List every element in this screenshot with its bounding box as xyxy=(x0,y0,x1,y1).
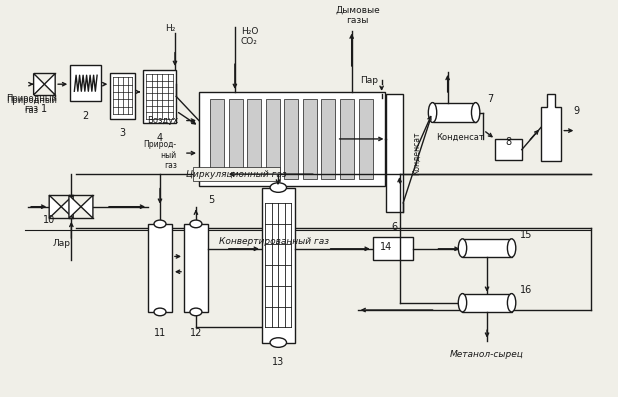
Ellipse shape xyxy=(472,102,480,122)
Text: 16: 16 xyxy=(520,285,533,295)
Bar xyxy=(358,99,373,179)
Ellipse shape xyxy=(270,338,287,347)
Text: 5: 5 xyxy=(208,195,214,205)
Polygon shape xyxy=(81,195,93,218)
Text: Конвертированный газ: Конвертированный газ xyxy=(219,237,329,246)
Bar xyxy=(340,99,354,179)
Text: Конденсат: Конденсат xyxy=(412,131,421,175)
Bar xyxy=(143,69,176,123)
Text: 1: 1 xyxy=(41,104,48,114)
Bar xyxy=(433,102,476,122)
Ellipse shape xyxy=(154,308,166,316)
Text: 15: 15 xyxy=(520,230,533,240)
Text: Природ-
ный
газ: Природ- ный газ xyxy=(143,140,177,170)
Text: 2: 2 xyxy=(83,111,89,121)
Bar xyxy=(462,239,512,257)
Polygon shape xyxy=(61,195,73,218)
Text: Конденсат: Конденсат xyxy=(436,133,484,142)
Text: H₂: H₂ xyxy=(166,24,176,33)
Polygon shape xyxy=(49,195,61,218)
Text: Метанол-сырец: Метанол-сырец xyxy=(450,349,524,358)
Text: 11: 11 xyxy=(154,328,166,338)
Text: Воздух: Воздух xyxy=(146,116,178,125)
Bar xyxy=(262,187,295,343)
Text: 13: 13 xyxy=(272,357,284,367)
Bar xyxy=(462,293,512,312)
Text: 3: 3 xyxy=(120,128,126,138)
Bar xyxy=(284,99,298,179)
Text: 9: 9 xyxy=(574,106,580,116)
Bar xyxy=(229,99,243,179)
Bar xyxy=(386,94,403,212)
Ellipse shape xyxy=(428,102,437,122)
Bar xyxy=(184,224,208,312)
Text: Пар: Пар xyxy=(361,76,379,85)
Ellipse shape xyxy=(270,183,287,192)
Bar xyxy=(266,99,280,179)
Bar xyxy=(496,139,522,160)
Ellipse shape xyxy=(507,293,516,312)
Bar xyxy=(321,99,336,179)
Bar xyxy=(247,99,261,179)
Text: 8: 8 xyxy=(506,137,512,147)
Text: 10: 10 xyxy=(43,215,55,225)
Polygon shape xyxy=(69,195,81,218)
Bar xyxy=(373,237,413,260)
Text: 6: 6 xyxy=(392,222,398,232)
Text: 7: 7 xyxy=(488,94,494,104)
Text: 12: 12 xyxy=(190,328,202,338)
Polygon shape xyxy=(44,73,55,95)
Polygon shape xyxy=(541,94,561,161)
Text: H₂O
CO₂: H₂O CO₂ xyxy=(241,27,258,46)
Polygon shape xyxy=(33,73,44,95)
Text: Лар: Лар xyxy=(52,239,70,248)
Text: Дымовые
газы: Дымовые газы xyxy=(336,6,380,25)
Bar xyxy=(199,92,384,186)
Ellipse shape xyxy=(459,293,467,312)
Bar xyxy=(110,73,135,119)
Bar xyxy=(193,167,280,181)
Text: Циркуляционный газ: Циркуляционный газ xyxy=(187,170,287,179)
Bar xyxy=(303,99,317,179)
Bar xyxy=(148,224,172,312)
Ellipse shape xyxy=(154,220,166,228)
Ellipse shape xyxy=(507,239,516,257)
Text: Природный
газ: Природный газ xyxy=(6,96,57,115)
Bar xyxy=(210,99,224,179)
Bar xyxy=(70,65,101,101)
Ellipse shape xyxy=(459,239,467,257)
Text: 14: 14 xyxy=(380,242,392,252)
Text: 4: 4 xyxy=(156,133,163,143)
Ellipse shape xyxy=(190,220,202,228)
Ellipse shape xyxy=(190,308,202,316)
Text: Природный
газ: Природный газ xyxy=(6,94,57,113)
